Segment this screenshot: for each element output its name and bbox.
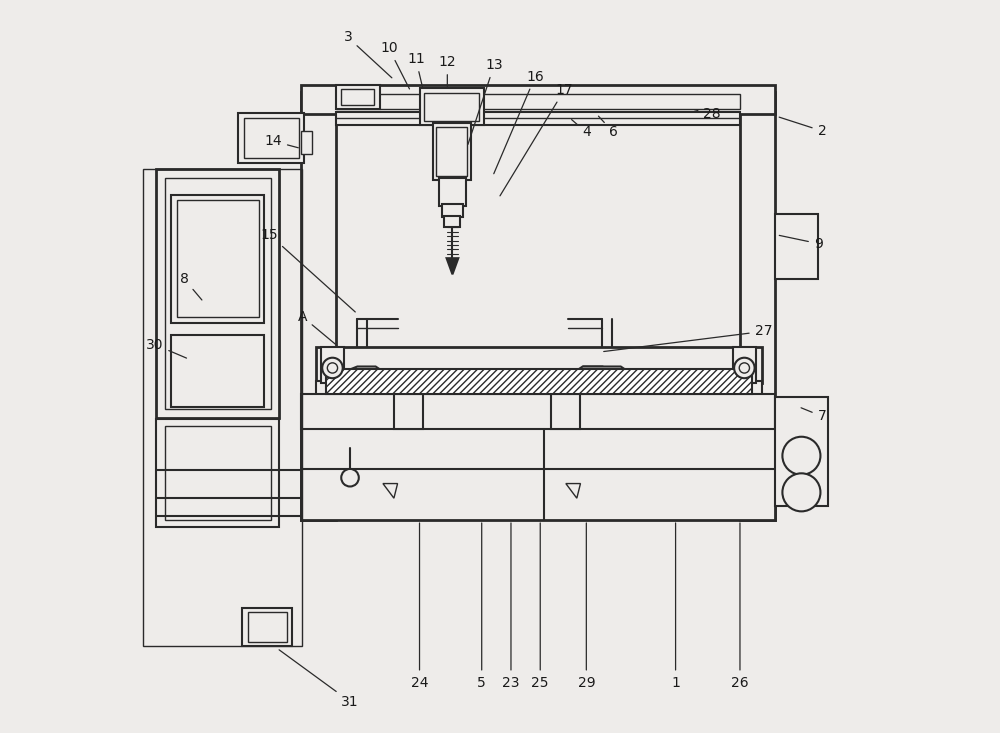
Circle shape: [782, 474, 820, 512]
Bar: [301, 131, 312, 155]
Polygon shape: [383, 484, 398, 498]
Bar: [165, 178, 271, 409]
Circle shape: [322, 358, 343, 378]
Circle shape: [327, 363, 338, 373]
Bar: [775, 214, 818, 279]
Text: 16: 16: [494, 70, 544, 174]
Bar: [336, 95, 740, 109]
Bar: [301, 397, 775, 520]
Circle shape: [739, 363, 749, 373]
Bar: [244, 118, 299, 158]
Text: 4: 4: [572, 119, 591, 139]
Text: 6: 6: [598, 116, 618, 139]
Bar: [433, 123, 471, 180]
Bar: [242, 608, 292, 646]
Bar: [156, 419, 279, 528]
Text: 29: 29: [578, 523, 595, 690]
Bar: [420, 89, 484, 125]
Bar: [733, 347, 756, 383]
Text: 31: 31: [279, 650, 359, 709]
Circle shape: [341, 469, 359, 487]
Bar: [424, 93, 479, 121]
Text: 3: 3: [343, 30, 392, 78]
Bar: [177, 199, 259, 317]
Circle shape: [782, 437, 820, 475]
Bar: [439, 177, 466, 205]
Text: 2: 2: [779, 117, 826, 138]
Text: 1: 1: [671, 523, 680, 690]
Text: 13: 13: [468, 58, 503, 144]
Text: 27: 27: [604, 325, 772, 352]
Bar: [301, 394, 775, 429]
Bar: [341, 89, 374, 106]
Bar: [301, 92, 336, 520]
Text: 7: 7: [801, 408, 826, 423]
Text: 12: 12: [439, 55, 456, 87]
Bar: [143, 169, 302, 646]
Bar: [336, 85, 380, 109]
Bar: [171, 335, 264, 407]
Bar: [551, 394, 580, 429]
Bar: [248, 612, 287, 641]
Text: 28: 28: [694, 107, 721, 121]
Text: A: A: [298, 310, 335, 345]
Text: 26: 26: [731, 523, 749, 690]
Bar: [775, 397, 828, 506]
Bar: [326, 369, 752, 394]
Text: 25: 25: [531, 523, 549, 690]
Text: 17: 17: [500, 83, 573, 196]
Bar: [436, 127, 467, 176]
Circle shape: [734, 358, 755, 378]
Bar: [301, 85, 775, 114]
Bar: [165, 427, 271, 520]
Text: 23: 23: [502, 523, 520, 690]
Polygon shape: [572, 366, 632, 374]
Text: 30: 30: [146, 338, 187, 358]
Text: 11: 11: [407, 52, 425, 87]
Text: 24: 24: [411, 523, 428, 690]
Bar: [171, 194, 264, 323]
Bar: [444, 216, 460, 227]
Text: 14: 14: [264, 134, 298, 148]
Bar: [394, 394, 423, 429]
Bar: [336, 112, 740, 125]
Polygon shape: [566, 484, 580, 498]
Text: 10: 10: [380, 41, 409, 89]
Text: 15: 15: [261, 228, 355, 312]
Bar: [238, 114, 304, 163]
Text: 8: 8: [180, 272, 202, 300]
Polygon shape: [447, 258, 458, 274]
Bar: [316, 347, 762, 383]
Text: 5: 5: [477, 523, 486, 690]
Bar: [316, 381, 762, 396]
Text: 9: 9: [779, 235, 823, 251]
Polygon shape: [583, 366, 632, 374]
Bar: [740, 92, 775, 520]
Bar: [156, 169, 279, 418]
Polygon shape: [339, 366, 387, 374]
Bar: [442, 204, 463, 217]
Bar: [321, 347, 344, 383]
